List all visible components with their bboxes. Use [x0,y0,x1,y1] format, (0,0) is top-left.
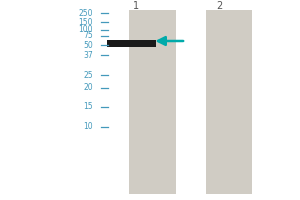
Text: 10: 10 [83,122,93,131]
Text: 25: 25 [83,71,93,80]
Bar [106,40,156,47]
Bar [206,10,252,194]
Text: 20: 20 [83,83,93,92]
Text: 75: 75 [83,31,93,40]
Text: 150: 150 [79,18,93,27]
Text: 100: 100 [79,25,93,34]
Text: 250: 250 [79,9,93,18]
Bar [129,10,176,194]
Text: 15: 15 [83,102,93,111]
Text: 50: 50 [83,41,93,50]
Text: 2: 2 [216,1,222,11]
Text: 1: 1 [134,1,140,11]
Text: 37: 37 [83,51,93,60]
